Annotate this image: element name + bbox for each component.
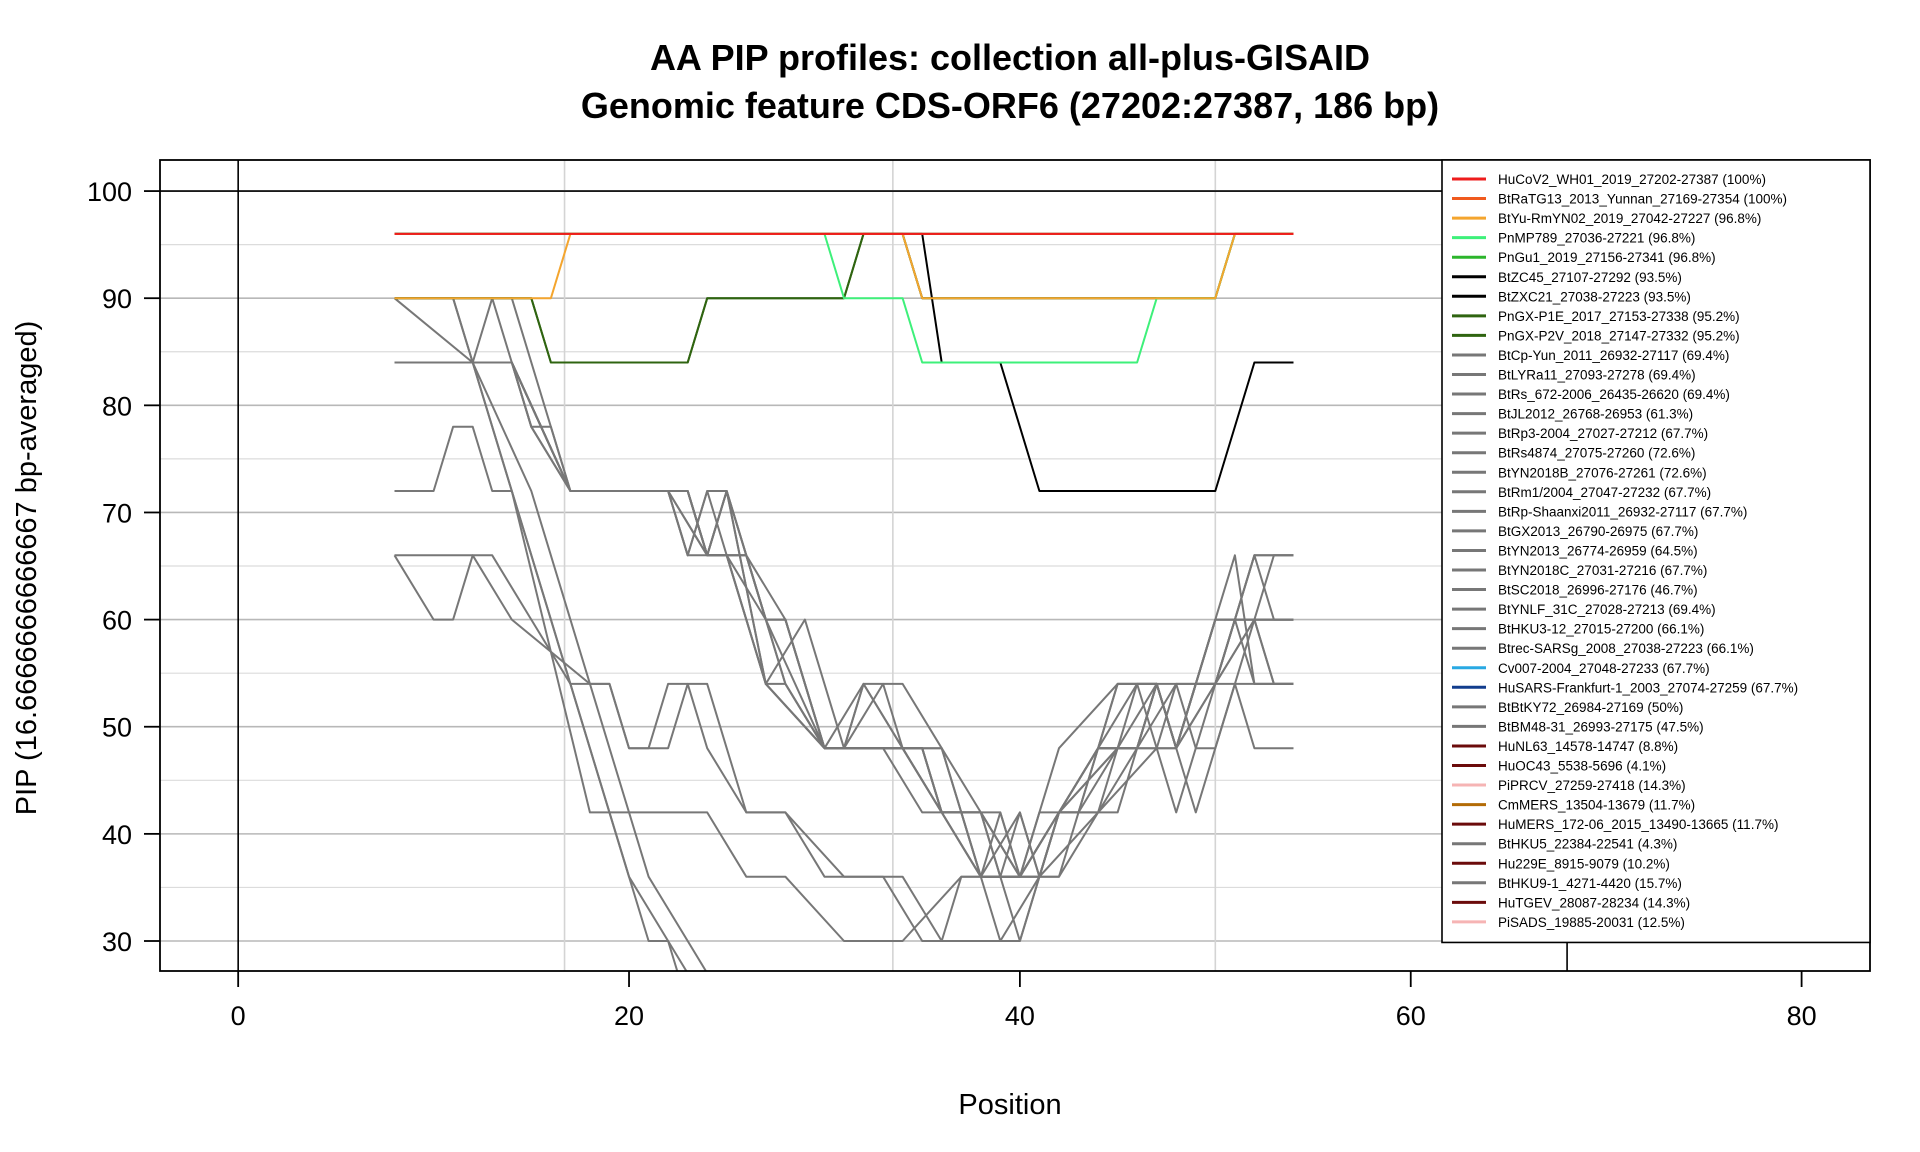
series-line — [394, 232, 1294, 492]
legend-entry: BtBtKY72_26984-27169 (50%) — [1498, 700, 1683, 715]
legend-entry: BtCp-Yun_2011_26932-27117 (69.4%) — [1498, 348, 1729, 363]
legend-entry: CmMERS_13504-13679 (11.7%) — [1498, 798, 1695, 813]
y-tick-label: 100 — [87, 177, 132, 207]
legend-entry: BtRm1/2004_27047-27232 (67.7%) — [1498, 485, 1711, 500]
y-tick-label: 60 — [102, 606, 132, 636]
legend-entry: BtYN2018B_27076-27261 (72.6%) — [1498, 465, 1707, 480]
legend-entry: HuCoV2_WH01_2019_27202-27387 (100%) — [1498, 172, 1766, 187]
legend-entry: BtZC45_27107-27292 (93.5%) — [1498, 270, 1682, 285]
y-tick-label: 50 — [102, 713, 132, 743]
x-tick-label: 0 — [231, 1001, 246, 1031]
legend-entry: HuMERS_172-06_2015_13490-13665 (11.7%) — [1498, 817, 1778, 832]
x-tick-label: 80 — [1787, 1001, 1817, 1031]
legend-entry: HuNL63_14578-14747 (8.8%) — [1498, 739, 1678, 754]
series-line — [394, 297, 1294, 878]
legend-entry: PnGX-P2V_2018_27147-27332 (95.2%) — [1498, 328, 1740, 343]
series-line — [394, 297, 1294, 878]
legend-entry: BtRs_672-2006_26435-26620 (69.4%) — [1498, 387, 1730, 402]
x-tick-label: 40 — [1005, 1001, 1035, 1031]
series-line — [394, 361, 688, 971]
y-tick-label: 90 — [102, 284, 132, 314]
legend-entry: BtSC2018_26996-27176 (46.7%) — [1498, 583, 1698, 598]
legend-entry: Cv007-2004_27048-27233 (67.7%) — [1498, 661, 1710, 676]
legend-entry: BtHKU3-12_27015-27200 (66.1%) — [1498, 622, 1704, 637]
legend-entry: BtYN2013_26774-26959 (64.5%) — [1498, 543, 1698, 558]
legend-entry: PiSADS_19885-20031 (12.5%) — [1498, 915, 1685, 930]
legend-entry: BtBM48-31_26993-27175 (47.5%) — [1498, 719, 1704, 734]
legend-entry: BtRaTG13_2013_Yunnan_27169-27354 (100%) — [1498, 192, 1787, 207]
y-tick-label: 30 — [102, 927, 132, 957]
legend-entry: HuTGEV_28087-28234 (14.3%) — [1498, 895, 1690, 910]
x-tick-label: 20 — [614, 1001, 644, 1031]
legend-entry: BtYN2018C_27031-27216 (67.7%) — [1498, 563, 1707, 578]
legend-entry: Btrec-SARSg_2008_27038-27223 (66.1%) — [1498, 641, 1754, 656]
legend-entry: Hu229E_8915-9079 (10.2%) — [1498, 856, 1670, 871]
series-layer — [393, 232, 1294, 971]
legend-entry: HuSARS-Frankfurt-1_2003_27074-27259 (67.… — [1498, 680, 1798, 695]
legend-entry: BtJL2012_26768-26953 (61.3%) — [1498, 407, 1693, 422]
legend-entry: BtHKU9-1_4271-4420 (15.7%) — [1498, 876, 1682, 891]
y-axis-label: PIP (16.6666666666667 bp-averaged) — [11, 321, 43, 815]
legend-entry: BtHKU5_22384-22541 (4.3%) — [1498, 837, 1677, 852]
series-line — [394, 425, 1294, 942]
plot-area: 0 20 40 60 80 30 40 50 60 70 80 90 100 HuCoV2_WH01_20… — [87, 159, 1871, 1031]
y-tick-label: 70 — [102, 498, 132, 528]
x-axis-label: Position — [958, 1089, 1061, 1121]
legend-entry: BtRs4874_27075-27260 (72.6%) — [1498, 446, 1695, 461]
x-tick-label: 60 — [1396, 1001, 1426, 1031]
series-line — [394, 232, 1294, 300]
legend-entry: BtYNLF_31C_27028-27213 (69.4%) — [1498, 602, 1716, 617]
legend-entry: PnGu1_2019_27156-27341 (96.8%) — [1498, 250, 1716, 265]
series-line — [394, 297, 1294, 878]
y-tick-label: 40 — [102, 820, 132, 850]
legend-entry: BtZXC21_27038-27223 (93.5%) — [1498, 289, 1691, 304]
legend-box — [1441, 159, 1871, 944]
legend-entry: HuOC43_5538-5696 (4.1%) — [1498, 759, 1666, 774]
legend-entry: BtRp-Shaanxi2011_26932-27117 (67.7%) — [1498, 504, 1747, 519]
legend-entry: BtLYRa11_27093-27278 (69.4%) — [1498, 368, 1696, 383]
legend-entry: PnGX-P1E_2017_27153-27338 (95.2%) — [1498, 309, 1740, 324]
legend-entry: PiPRCV_27259-27418 (14.3%) — [1498, 778, 1686, 793]
y-tick-label: 80 — [102, 391, 132, 421]
legend-entry: BtGX2013_26790-26975 (67.7%) — [1498, 524, 1698, 539]
legend-entry: PnMP789_27036-27221 (96.8%) — [1498, 231, 1695, 246]
chart-subtitle: Genomic feature CDS-ORF6 (27202:27387, 1… — [581, 85, 1439, 126]
legend-entry: BtRp3-2004_27027-27212 (67.7%) — [1498, 426, 1708, 441]
legend-entry: BtYu-RmYN02_2019_27042-27227 (96.8%) — [1498, 211, 1761, 226]
chart-title: AA PIP profiles: collection all-plus-GIS… — [650, 37, 1370, 78]
legend: HuCoV2_WH01_2019_27202-27387 (100%) BtRaT… — [1441, 159, 1871, 944]
